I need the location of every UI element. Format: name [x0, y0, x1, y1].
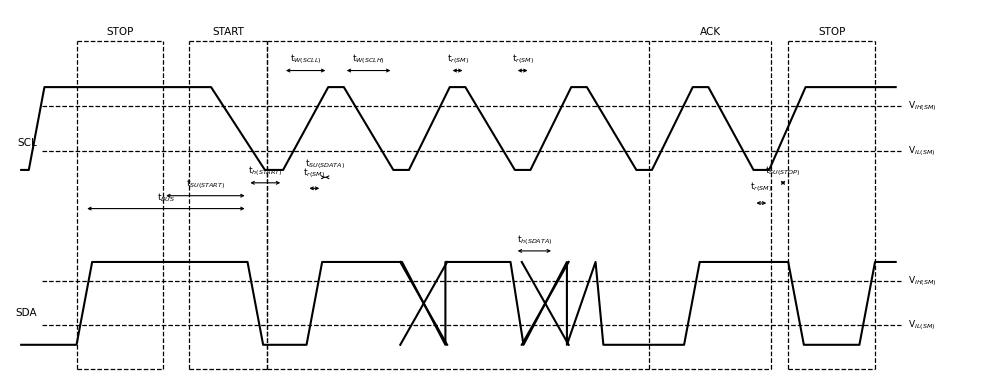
- Text: t$_{r(SM)}$: t$_{r(SM)}$: [447, 52, 469, 66]
- Text: START: START: [212, 27, 244, 37]
- Text: STOP: STOP: [107, 27, 134, 37]
- Text: t$_{r(SM)}$: t$_{r(SM)}$: [750, 180, 773, 194]
- Text: t$_{h(SDATA)}$: t$_{h(SDATA)}$: [517, 233, 552, 247]
- Text: t$_{SU(START)}$: t$_{SU(START)}$: [186, 177, 225, 191]
- Text: t$_{W(SCLH)}$: t$_{W(SCLH)}$: [352, 52, 385, 66]
- Text: SDA: SDA: [16, 307, 37, 318]
- Text: t$_{r(SM)}$: t$_{r(SM)}$: [303, 166, 325, 180]
- Text: t$_{r(SM)}$: t$_{r(SM)}$: [512, 52, 534, 66]
- Text: t$_{BUS}$: t$_{BUS}$: [157, 192, 175, 204]
- Text: t$_{h(START)}$: t$_{h(START)}$: [248, 165, 283, 178]
- Text: V$_{IL(SM)}$: V$_{IL(SM)}$: [908, 144, 936, 157]
- Text: t$_{SU(STOP)}$: t$_{SU(STOP)}$: [766, 165, 801, 178]
- Text: V$_{IH(SM)}$: V$_{IH(SM)}$: [908, 274, 937, 288]
- Text: V$_{IL(SM)}$: V$_{IL(SM)}$: [908, 318, 936, 332]
- Text: t$_{W(SCLL)}$: t$_{W(SCLL)}$: [290, 52, 322, 66]
- Text: V$_{IH(SM)}$: V$_{IH(SM)}$: [908, 100, 937, 113]
- Text: SCL: SCL: [18, 138, 37, 148]
- Text: ACK: ACK: [699, 27, 720, 37]
- Text: STOP: STOP: [818, 27, 845, 37]
- Text: t$_{SU(SDATA)}$: t$_{SU(SDATA)}$: [305, 157, 345, 171]
